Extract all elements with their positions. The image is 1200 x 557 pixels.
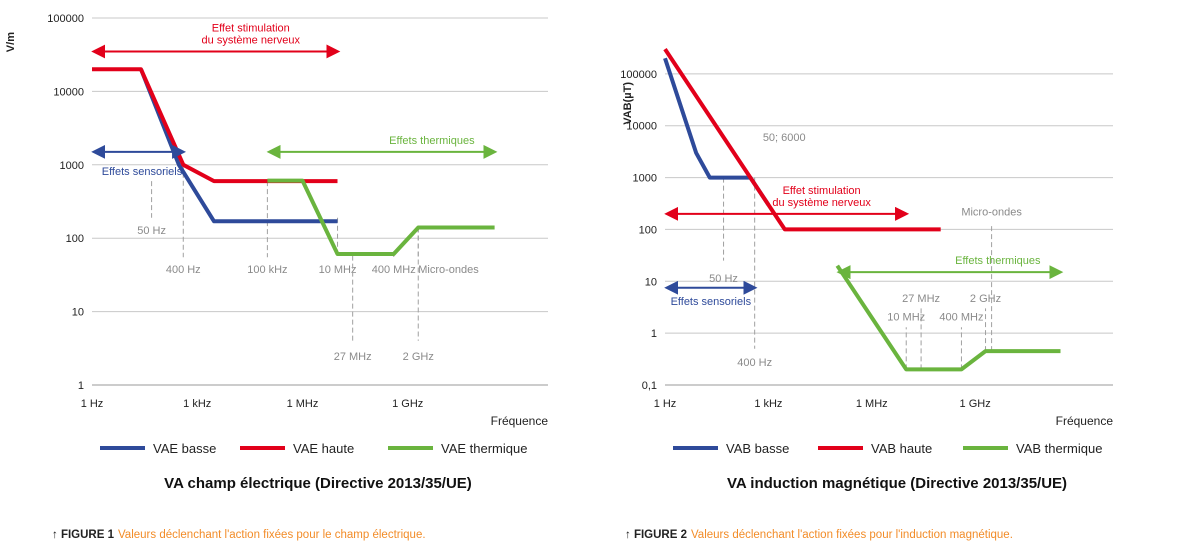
range-label: du système nerveux	[772, 197, 871, 209]
chart-2: 0,1 1 10 100 1000 10000 100000 1 Hz 1 kHz 1 MHz 1 …	[620, 47, 1114, 541]
marker-label: 400 Hz	[166, 264, 201, 276]
range-label: Effets thermiques	[955, 255, 1041, 267]
value-annotation: 50; 6000	[763, 132, 806, 144]
y-tick-label: 10000	[626, 121, 657, 133]
x-tick-label: 1 Hz	[81, 398, 104, 410]
series-line-3	[267, 178, 495, 256]
x-tick-label: 1 MHz	[287, 398, 319, 410]
range-label: du système nerveux	[202, 34, 301, 46]
y-tick-label: 10000	[53, 86, 84, 98]
y-axis-title: V/m	[5, 32, 17, 52]
marker-label: Micro-ondes	[961, 207, 1022, 219]
x-tick-label: 1 GHz	[960, 398, 991, 410]
marker-label: 27 MHz	[334, 351, 372, 363]
marker-label: 400 MHz	[372, 264, 416, 276]
legend-label: VAE thermique	[441, 441, 527, 456]
caption-text: Valeurs déclenchant l'action fixées pour…	[118, 529, 426, 541]
x-tick-label: 1 kHz	[754, 398, 782, 410]
x-tick-label: 1 kHz	[183, 398, 211, 410]
marker-label: 400 Hz	[737, 357, 772, 369]
marker-label: 50 Hz	[709, 273, 738, 285]
legend-label: VAB thermique	[1016, 441, 1102, 456]
chart-title: VA induction magnétique (Directive 2013/…	[727, 475, 1067, 492]
y-tick-label: 100	[639, 224, 657, 236]
marker-label: 100 kHz	[247, 264, 287, 276]
series-line-1	[139, 68, 338, 224]
figure-caption: ↑ FIGURE 1 Valeurs déclenchant l'action f…	[52, 529, 426, 541]
marker-label: 2 GHz	[970, 293, 1001, 305]
x-tick-label: 1 Hz	[654, 398, 677, 410]
y-tick-label: 10	[645, 276, 657, 288]
legend-label: VAE haute	[293, 441, 354, 456]
legend-label: VAB haute	[871, 441, 932, 456]
x-tick-label: 1 GHz	[392, 398, 423, 410]
caption-number: ↑ FIGURE 2	[625, 529, 687, 541]
marker-label: 10 MHz	[319, 264, 357, 276]
y-axis-title: VAB(µT)	[622, 82, 634, 125]
legend-label: VAE basse	[153, 441, 216, 456]
chart-title: VA champ électrique (Directive 2013/35/U…	[164, 475, 472, 492]
marker-label: 10 MHz	[887, 311, 925, 323]
marker-label: 27 MHz	[902, 293, 940, 305]
range-label: Effets thermiques	[389, 135, 475, 147]
marker-label: 50 Hz	[137, 225, 166, 237]
y-tick-label: 10	[72, 307, 84, 319]
legend-label: VAB basse	[726, 441, 789, 456]
marker-label: Micro-ondes	[418, 264, 479, 276]
marker-label: 400 MHz	[939, 311, 983, 323]
range-label: Effets sensoriels	[671, 296, 752, 308]
x-tick-label: 1 MHz	[856, 398, 888, 410]
series-line-3	[835, 264, 1061, 372]
chart-1: 1 10 100 1000 10000 100000 1 Hz 1 kHz 1 MHz 1 GHz…	[5, 13, 548, 541]
x-axis-title: Fréquence	[491, 414, 549, 428]
range-label: Effet stimulation	[783, 185, 861, 197]
y-tick-label: 100000	[620, 69, 657, 81]
figure-caption: ↑ FIGURE 2 Valeurs déclenchant l'action f…	[625, 529, 1013, 541]
range-label: Effet stimulation	[212, 22, 290, 34]
caption-number: ↑ FIGURE 1	[52, 529, 115, 541]
y-tick-label: 1000	[60, 160, 84, 172]
x-axis-title: Fréquence	[1056, 414, 1114, 428]
series-line-2	[663, 47, 941, 232]
marker-label: 2 GHz	[403, 351, 434, 363]
y-tick-label: 1000	[633, 173, 657, 185]
caption-text: Valeurs déclenchant l'action fixées pour…	[691, 529, 1013, 541]
series-line-2	[92, 67, 338, 184]
y-tick-label: 1	[78, 380, 84, 392]
y-tick-label: 0,1	[642, 380, 657, 392]
y-tick-label: 100	[66, 233, 84, 245]
y-tick-label: 100000	[47, 13, 84, 25]
y-tick-label: 1	[651, 328, 657, 340]
range-label: Effets sensoriels	[102, 166, 183, 178]
